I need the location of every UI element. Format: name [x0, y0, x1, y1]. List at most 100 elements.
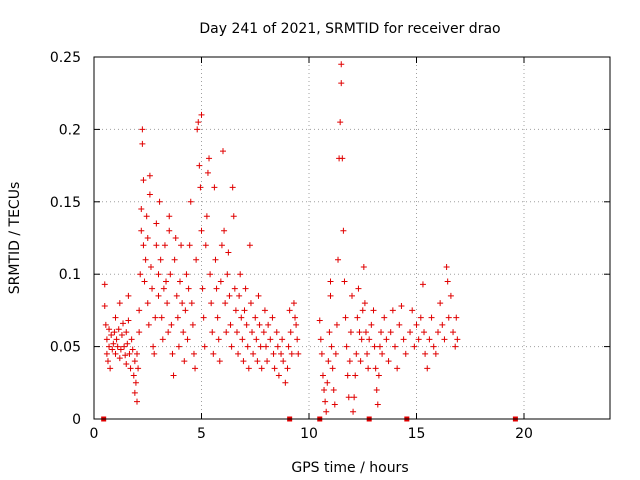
- data-point: [170, 372, 177, 379]
- data-point: [107, 365, 114, 372]
- data-point: [112, 314, 119, 321]
- data-point: [224, 271, 231, 278]
- data-point: [152, 314, 159, 321]
- data-point: [245, 365, 252, 372]
- data-point: [294, 336, 301, 343]
- data-point: [327, 278, 334, 285]
- y-tick-labels: 0 0.05 0.1 0.15 0.2 0.25: [50, 50, 81, 428]
- data-point: [260, 329, 267, 336]
- data-point: [326, 329, 333, 336]
- data-point: [123, 329, 130, 336]
- data-point: [106, 343, 113, 350]
- chart-title: Day 241 of 2021, SRMTID for receiver dra…: [199, 21, 500, 37]
- data-point: [139, 126, 146, 133]
- data-point: [396, 321, 403, 328]
- data-point: [375, 372, 382, 379]
- data-point: [210, 350, 217, 357]
- data-point: [286, 307, 293, 314]
- data-point: [110, 340, 117, 347]
- data-point: [147, 263, 154, 270]
- data-point: [359, 307, 366, 314]
- data-point: [112, 350, 119, 357]
- data-point: [285, 343, 292, 350]
- data-points: [101, 61, 461, 415]
- data-point: [347, 329, 354, 336]
- data-point: [316, 317, 323, 324]
- data-point: [444, 278, 451, 285]
- data-point: [323, 408, 330, 415]
- data-point: [186, 242, 193, 249]
- data-point: [218, 242, 225, 249]
- data-point: [324, 379, 331, 386]
- data-point: [216, 358, 223, 365]
- data-point: [140, 177, 147, 184]
- data-point: [333, 321, 340, 328]
- data-point: [263, 343, 269, 350]
- data-point: [295, 350, 302, 357]
- data-point: [161, 242, 168, 249]
- data-point: [292, 314, 299, 321]
- data-point: [223, 329, 230, 336]
- data-point: [279, 336, 286, 343]
- data-point: [339, 155, 346, 162]
- data-point: [188, 300, 195, 307]
- data-point: [117, 346, 124, 353]
- data-point: [168, 321, 175, 328]
- data-point: [144, 235, 151, 241]
- data-point: [330, 387, 337, 394]
- data-point: [144, 300, 151, 307]
- data-point: [327, 292, 334, 299]
- data-point: [271, 365, 278, 372]
- data-point: [103, 350, 110, 357]
- y-tick-label: 0.05: [50, 340, 81, 356]
- data-point: [381, 314, 388, 321]
- data-point: [123, 360, 130, 367]
- data-point: [454, 336, 461, 343]
- data-point: [201, 343, 208, 350]
- data-point: [383, 336, 390, 343]
- data-point: [185, 285, 192, 292]
- x-tick-label: 0: [90, 426, 99, 442]
- data-point: [104, 358, 111, 365]
- data-point: [398, 303, 405, 310]
- data-point: [153, 242, 160, 249]
- data-point: [114, 343, 121, 350]
- data-point: [153, 220, 160, 227]
- data-point: [173, 292, 180, 299]
- data-point: [346, 358, 353, 365]
- data-point: [169, 350, 176, 357]
- y-tick-label: 0.1: [59, 267, 81, 283]
- data-point: [250, 350, 257, 357]
- data-point: [209, 329, 216, 336]
- data-point: [362, 329, 369, 336]
- data-point: [360, 263, 367, 270]
- data-point: [124, 340, 131, 347]
- data-point: [374, 401, 381, 408]
- data-point: [349, 292, 355, 299]
- data-point: [122, 352, 129, 359]
- axis-ticks: [93, 56, 610, 420]
- data-point: [196, 162, 203, 169]
- data-point: [120, 320, 127, 327]
- data-point: [424, 365, 431, 372]
- data-point: [212, 256, 219, 263]
- data-point: [103, 336, 110, 343]
- data-point: [252, 314, 259, 321]
- data-point: [439, 321, 446, 328]
- data-point: [242, 285, 249, 292]
- data-point: [227, 321, 234, 328]
- data-point: [197, 184, 204, 191]
- data-point: [343, 343, 350, 350]
- y-tick-label: 0.25: [50, 50, 81, 66]
- data-point: [447, 292, 454, 299]
- data-point: [426, 336, 433, 343]
- data-point: [159, 336, 166, 343]
- data-point: [134, 398, 140, 405]
- data-point: [247, 300, 254, 307]
- data-point: [134, 350, 140, 357]
- x-tick-label: 10: [300, 426, 318, 442]
- data-point: [136, 329, 143, 336]
- data-point: [139, 140, 146, 147]
- grid: [94, 57, 610, 419]
- data-point: [217, 278, 224, 285]
